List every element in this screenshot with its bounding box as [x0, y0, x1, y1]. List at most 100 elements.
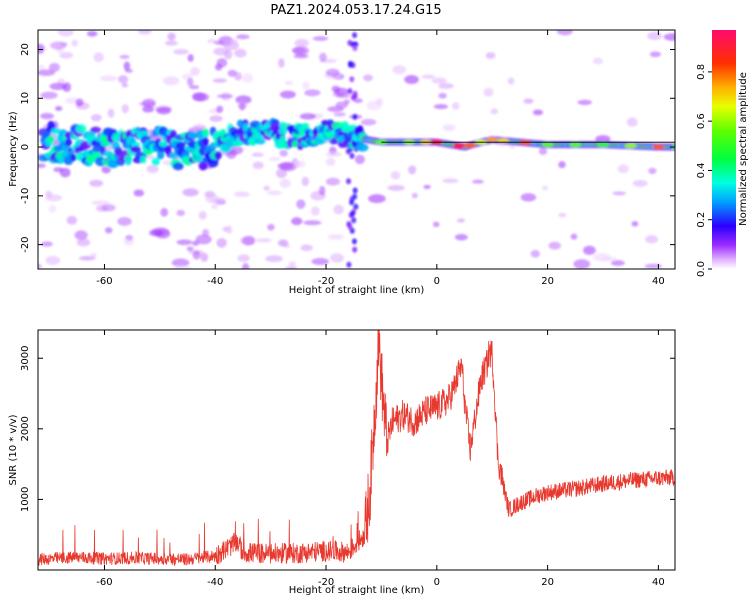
spectrogram-cell: [558, 212, 567, 218]
spectrogram-cell: [38, 69, 56, 76]
spectrogram-cell: [211, 204, 219, 210]
spectrogram-cell: [347, 60, 353, 67]
spectrogram-cell: [548, 241, 561, 250]
spectrogram-cell: [213, 47, 230, 56]
spectrogram-cell: [252, 161, 264, 170]
spectrogram-cell: [266, 190, 282, 196]
spectrogram-cell: [431, 77, 447, 84]
spectrogram-x-tick-label: 40: [652, 276, 665, 287]
spectrogram-cell: [275, 168, 288, 179]
snr-x-axis-label: Height of straight line (km): [289, 585, 425, 596]
spectrogram-cell: [329, 253, 345, 263]
spectrogram-x-tick-label: -20: [318, 276, 334, 287]
spectrogram-cell: [360, 118, 377, 126]
spectrogram-cell: [71, 39, 78, 47]
spectrogram-cell: [93, 52, 104, 63]
spectrogram-cell: [351, 217, 357, 224]
snr-x-tick-label: 0: [434, 577, 440, 588]
spectrogram-cell: [291, 217, 303, 226]
spectrogram-cell: [267, 223, 275, 231]
spectrogram-cell: [301, 122, 310, 130]
spectrogram-cell: [538, 147, 548, 155]
spectrogram-cell: [612, 191, 626, 196]
spectrogram-cell: [107, 159, 119, 169]
spectrogram-cell: [91, 200, 110, 206]
spectrogram-cell: [471, 179, 484, 184]
spectrogram-x-tick-label: -60: [96, 276, 112, 287]
spectrogram-cell: [198, 210, 207, 220]
spectrogram-cell: [325, 68, 340, 77]
spectrogram-cell: [647, 31, 663, 41]
spectrogram-cell: [285, 80, 294, 86]
spectrogram-cell: [76, 238, 91, 247]
spectrogram-cell: [144, 149, 153, 156]
spectrogram-cell: [90, 126, 102, 133]
spectrogram-cell: [354, 154, 365, 165]
spectrogram-cell: [156, 107, 172, 115]
spectrogram-cell: [200, 252, 209, 262]
spectrogram-cell: [368, 194, 386, 204]
spectrogram-cell: [596, 142, 609, 148]
spectrogram-cell: [188, 84, 200, 90]
spectrogram-ticks: -60 -40 -20 0 20 40 -20 -10 0 10 20: [20, 30, 675, 287]
spectrogram-cell: [187, 54, 194, 62]
spectrogram-cell: [523, 98, 534, 104]
spectrogram-cell: [631, 221, 639, 227]
spectrogram-cell: [279, 90, 296, 99]
spectrogram-cell: [54, 106, 63, 111]
spectrogram-x-tick-label: -40: [207, 276, 223, 287]
spectrogram-cell: [101, 165, 111, 174]
snr-x-tick-label: -40: [207, 577, 223, 588]
spectrogram-cell: [349, 199, 355, 206]
colorbar-ticks: 0.0 0.2 0.4 0.6 0.8: [696, 64, 712, 277]
spectrogram-cell: [404, 75, 419, 85]
spectrogram-cell: [251, 152, 264, 157]
snr-y-tick-label: 2000: [20, 416, 31, 441]
spectrogram-cell: [139, 155, 147, 164]
spectrogram-cell: [149, 229, 164, 237]
spectrogram-cell: [347, 224, 353, 231]
spectrogram-cell: [117, 75, 129, 84]
spectrogram-cell: [225, 225, 233, 235]
snr-x-tick-label: -60: [96, 577, 112, 588]
spectrogram-cell: [193, 124, 207, 132]
spectrogram-cell: [121, 82, 129, 88]
spectrogram-cell: [451, 102, 460, 110]
spectrogram-cell: [346, 261, 352, 268]
spectrogram-cell: [137, 30, 152, 35]
spectrogram-cell: [213, 40, 225, 45]
spectrogram-cell: [349, 76, 355, 83]
spectrogram-cell: [349, 211, 355, 218]
spectrogram-cell: [617, 164, 629, 174]
spectrogram-cell: [624, 143, 637, 149]
spectrogram-y-tick-label: -10: [20, 188, 31, 204]
spectrogram-panel: -60 -40 -20 0 20 40 -20 -10 0 10 20 Height of stra…: [8, 29, 676, 296]
spectrogram-cell: [53, 167, 64, 173]
colorbar-label: Normalized spectral amplitude: [738, 72, 749, 226]
spectrogram-cell: [279, 149, 288, 157]
snr-y-axis-label: SNR (10 * v/v): [8, 414, 19, 485]
spectrogram-cell: [146, 164, 159, 174]
spectrogram-cell: [216, 93, 234, 99]
spectrogram-cell: [486, 137, 499, 143]
spectrogram-cell: [390, 171, 401, 180]
spectrogram-cell: [541, 185, 549, 191]
spectrogram-cell: [352, 193, 358, 200]
spectrogram-cell: [392, 65, 406, 75]
spectrogram-cell: [299, 113, 316, 120]
spectrogram-cell: [573, 259, 591, 269]
spectrogram-cell: [452, 143, 465, 149]
spectrogram-cell: [216, 58, 228, 68]
spectrogram-cell: [280, 161, 297, 172]
spectrogram-cell: [421, 74, 436, 79]
spectrogram-cell: [519, 140, 532, 146]
spectrogram-cell: [169, 130, 177, 139]
spectrogram-cell: [483, 87, 494, 97]
colorbar-tick-label: 0.6: [696, 113, 707, 129]
spectrogram-cell: [230, 38, 238, 46]
spectrogram-cell: [649, 51, 661, 58]
spectrogram-cell: [64, 131, 73, 139]
spectrogram-cell: [193, 92, 210, 102]
spectrogram-cell: [107, 108, 115, 118]
spectrogram-cell: [263, 185, 271, 191]
